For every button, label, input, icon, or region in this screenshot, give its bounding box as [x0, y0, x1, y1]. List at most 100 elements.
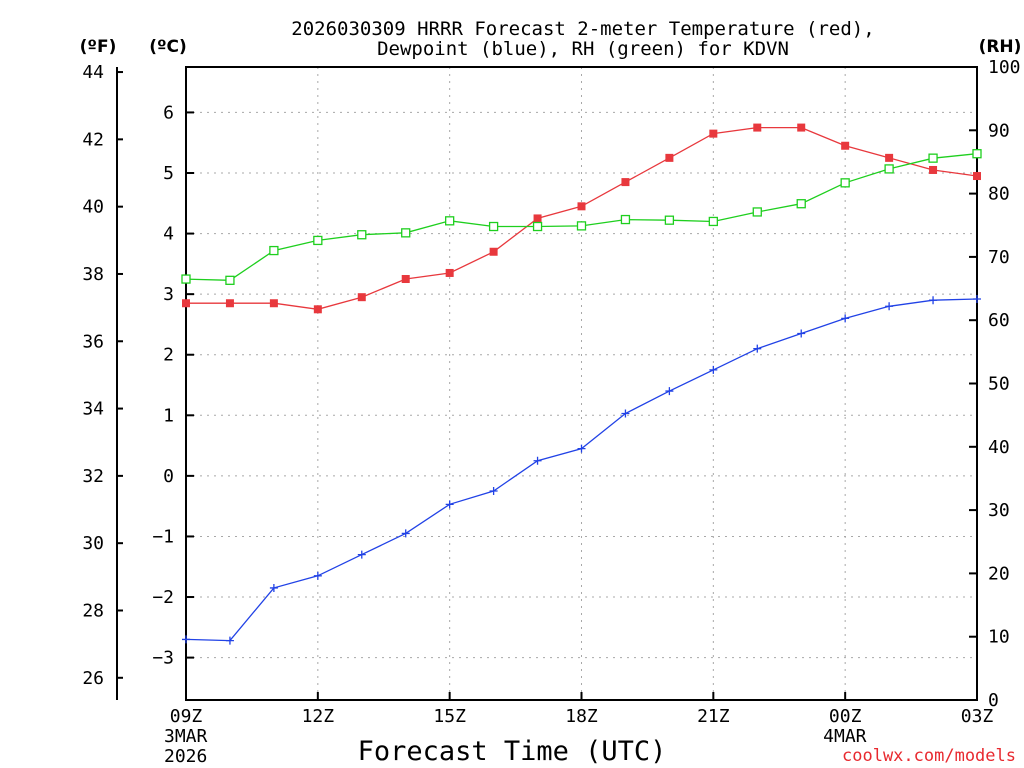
temperature-point [533, 214, 542, 223]
temperature-point [709, 129, 718, 138]
temperature-point [401, 275, 410, 284]
axes [116, 66, 978, 701]
celsius-unit-label: (ºC) [149, 37, 187, 57]
dewpoint-point [621, 409, 630, 418]
rh-point [357, 230, 367, 240]
fahrenheit-tick-label: 32 [82, 466, 104, 487]
celsius-tick-label: 5 [163, 163, 174, 184]
celsius-tick-label: 2 [163, 345, 174, 366]
rh-tick-label: 40 [988, 437, 1010, 458]
dewpoint-point [401, 529, 410, 538]
temperature-point [929, 165, 938, 174]
chart-title-line-1: 2026030309 HRRR Forecast 2-meter Tempera… [291, 18, 874, 40]
dewpoint-point [577, 444, 586, 453]
temperature-point [797, 123, 806, 132]
celsius-tick-label: 6 [163, 102, 174, 123]
dewpoint-point [182, 635, 190, 644]
fahrenheit-tick-label: 38 [82, 264, 104, 285]
fahrenheit-tick-label: 30 [82, 533, 104, 554]
temperature-point [182, 299, 190, 308]
x-tick-label: 09Z [170, 706, 203, 727]
x-axis-label: Forecast Time (UTC) [358, 736, 667, 767]
rh-point [664, 215, 675, 225]
dewpoint-point [841, 314, 850, 323]
data-series [181, 123, 982, 645]
temperature-point [269, 299, 278, 308]
fahrenheit-tick-label: 36 [82, 331, 104, 352]
rh-tick-label: 100 [988, 57, 1021, 78]
fahrenheit-tick-label: 40 [82, 197, 104, 218]
rh-tick-label: 70 [988, 247, 1010, 268]
rh-tick-label: 20 [988, 563, 1010, 584]
temperature-series-line [186, 126, 978, 310]
rh-point [181, 274, 191, 284]
rh-unit-label: (RH) [979, 37, 1022, 57]
celsius-tick-label: −2 [152, 587, 174, 608]
dewpoint-point [489, 487, 498, 496]
rh-point [576, 221, 587, 231]
dewpoint-series-line [185, 298, 978, 642]
credit-link[interactable]: coolwx.com/models [842, 746, 1016, 766]
rh-point [796, 199, 806, 209]
x-tick-label: 00Z [829, 706, 862, 727]
temperature-point [313, 305, 322, 314]
x-tick-label: 18Z [565, 706, 598, 727]
celsius-tick-label: 3 [163, 284, 174, 305]
grid-lines [186, 67, 977, 700]
temperature-point [973, 172, 981, 181]
temperature-point [489, 247, 498, 256]
temperature-point [357, 293, 366, 302]
rh-point [225, 275, 235, 285]
dewpoint-point [313, 571, 322, 580]
rh-point [840, 178, 850, 188]
rh-tick-label: 90 [988, 120, 1010, 141]
dewpoint-point [533, 456, 542, 465]
fahrenheit-tick-label: 28 [82, 600, 104, 621]
dewpoint-point [929, 296, 938, 305]
rh-point [532, 221, 543, 232]
x-date-label: 4MAR [823, 726, 867, 747]
rh-point [401, 228, 411, 238]
dewpoint-point [797, 329, 806, 338]
temperature-point [841, 141, 850, 150]
rh-point [708, 216, 718, 227]
dewpoint-point [269, 583, 278, 592]
fahrenheit-tick-label: 42 [82, 129, 104, 150]
rh-tick-label: 60 [988, 310, 1010, 331]
x-tick-label: 03Z [961, 706, 994, 727]
rh-tick-label: 50 [988, 374, 1010, 395]
fahrenheit-tick-label: 26 [82, 668, 104, 689]
temperature-point [753, 123, 762, 132]
temperature-point [885, 153, 894, 162]
dewpoint-point [445, 500, 454, 509]
rh-point [445, 216, 455, 226]
temperature-point [621, 178, 630, 187]
rh-point [928, 153, 938, 163]
x-year-label: 2026 [164, 746, 207, 767]
celsius-tick-label: 4 [163, 224, 174, 245]
dewpoint-point [225, 636, 234, 645]
celsius-tick-label: 1 [163, 405, 174, 426]
dewpoint-point [709, 365, 718, 374]
rh-tick-label: 30 [988, 500, 1010, 521]
dewpoint-point [357, 550, 366, 559]
rh-tick-label: 80 [988, 184, 1010, 205]
x-tick-label: 15Z [433, 706, 466, 727]
dewpoint-point [973, 294, 981, 303]
fahrenheit-tick-label: 34 [82, 399, 104, 420]
x-tick-label: 12Z [302, 706, 335, 727]
dewpoint-point [665, 387, 674, 396]
celsius-tick-label: −1 [152, 526, 174, 547]
temperature-point [225, 299, 234, 308]
temperature-point [445, 268, 454, 277]
fahrenheit-unit-label: (ºF) [80, 37, 117, 57]
celsius-tick-label: −3 [152, 648, 174, 669]
rh-tick-label: 10 [988, 627, 1010, 648]
chart-title-line-2: Dewpoint (blue), RH (green) for KDVN [377, 38, 789, 60]
rh-point [313, 235, 323, 246]
rh-point [972, 149, 982, 159]
temperature-point [665, 153, 674, 162]
rh-tick-label: 0 [988, 690, 999, 711]
rh-point [620, 214, 631, 225]
